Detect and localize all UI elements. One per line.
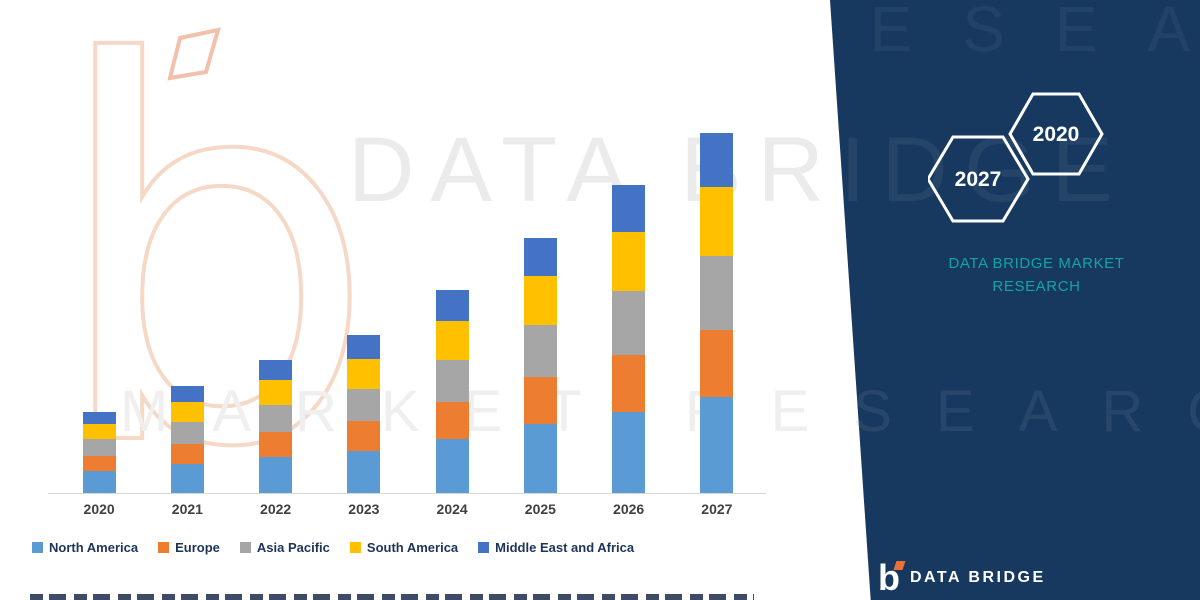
x-axis-line xyxy=(48,493,766,494)
chart-legend: North America Europe Asia Pacific South Ame… xyxy=(32,540,634,555)
bar-segment-asia-pacific xyxy=(259,405,293,432)
hexagon-2027-year: 2027 xyxy=(955,168,1002,191)
bar-segment-north-america xyxy=(82,471,116,493)
x-axis-labels: 2020 2021 2022 2023 2024 2025 2026 2027 xyxy=(55,501,761,517)
bar-segment-asia-pacific xyxy=(612,291,646,355)
bar-column-2027 xyxy=(673,123,761,493)
bar-segment-north-america xyxy=(523,424,557,493)
bar-stack-2026 xyxy=(612,185,646,493)
legend-item-north-america: North America xyxy=(32,540,138,555)
legend-swatch-asia-pacific xyxy=(239,542,251,553)
bar-segment-asia-pacific xyxy=(435,360,469,402)
panel-watermark-top: MARKET RESEARCH xyxy=(830,0,1200,65)
bar-segment-asia-pacific xyxy=(170,422,204,444)
panel-watermark-line2: MARKET RESEARCH xyxy=(830,379,1200,444)
legend-label-middle-east-and-africa: Middle East and Africa xyxy=(495,540,635,555)
bar-segment-middle-east-and-africa xyxy=(523,238,557,276)
bar-segment-north-america xyxy=(435,439,469,493)
legend-label-north-america: North America xyxy=(49,540,139,555)
bar-segment-south-america xyxy=(347,359,381,389)
bar-segment-south-america xyxy=(700,187,734,256)
bar-segment-north-america xyxy=(347,451,381,493)
bar-column-2024 xyxy=(408,123,496,493)
bar-column-2026 xyxy=(585,123,673,493)
bar-column-2023 xyxy=(320,123,408,493)
legend-swatch-middle-east-and-africa xyxy=(478,542,490,553)
bar-segment-asia-pacific xyxy=(700,256,734,330)
bar-column-2025 xyxy=(496,123,584,493)
panel-brand-title-line2: RESEARCH xyxy=(992,278,1081,295)
brand-side-panel: MARKET RESEARCH DATA BRIDGE MARKET RESEA… xyxy=(830,0,1200,600)
bar-stack-2022 xyxy=(259,360,293,493)
cropped-caption-text xyxy=(30,594,754,600)
x-axis-label-2022: 2022 xyxy=(260,501,292,517)
panel-brand-title-line1: DATA BRIDGE MARKET xyxy=(948,255,1125,272)
bar-segment-north-america xyxy=(612,412,646,493)
panel-footer-logo: b DATA BRIDGE xyxy=(878,560,1046,596)
legend-item-middle-east-and-africa: Middle East and Africa xyxy=(478,540,634,555)
x-axis-label-2027: 2027 xyxy=(701,501,733,517)
bar-column-2022 xyxy=(232,123,320,493)
bar-segment-europe xyxy=(347,421,381,451)
bar-segment-asia-pacific xyxy=(82,439,116,456)
legend-item-asia-pacific: Asia Pacific xyxy=(239,540,330,555)
bar-segment-south-america xyxy=(259,380,293,405)
bar-stack-2021 xyxy=(170,386,204,493)
legend-swatch-south-america xyxy=(349,542,361,553)
bar-segment-europe xyxy=(259,432,293,457)
bar-stack-2023 xyxy=(347,335,381,493)
hexagon-2027 xyxy=(928,135,1030,223)
bar-column-2020 xyxy=(55,123,143,493)
bar-segment-middle-east-and-africa xyxy=(170,386,204,402)
bar-stack-2020 xyxy=(82,412,116,493)
bar-segment-europe xyxy=(82,456,116,471)
bar-segment-north-america xyxy=(259,457,293,493)
bar-segment-middle-east-and-africa xyxy=(435,290,469,321)
bar-segment-europe xyxy=(435,402,469,439)
legend-swatch-north-america xyxy=(32,542,43,553)
hexagon-2020 xyxy=(1008,92,1104,176)
stacked-bar-chart xyxy=(55,123,761,493)
bar-stack-2027 xyxy=(700,133,734,493)
bar-segment-middle-east-and-africa xyxy=(259,360,293,380)
legend-label-asia-pacific: Asia Pacific xyxy=(256,540,330,555)
bar-segment-south-america xyxy=(435,321,469,360)
hexagon-2020-year: 2020 xyxy=(1033,123,1080,146)
bar-segment-asia-pacific xyxy=(347,389,381,421)
bar-segment-europe xyxy=(612,355,646,412)
legend-swatch-europe xyxy=(158,542,170,553)
bar-segment-asia-pacific xyxy=(523,325,557,377)
x-axis-label-2026: 2026 xyxy=(613,501,645,517)
legend-label-south-america: South America xyxy=(366,540,459,555)
bar-segment-north-america xyxy=(700,397,734,493)
bar-column-2021 xyxy=(143,123,231,493)
bar-segment-middle-east-and-africa xyxy=(82,412,116,424)
bar-segment-europe xyxy=(170,444,204,464)
bar-segment-middle-east-and-africa xyxy=(612,185,646,232)
x-axis-label-2024: 2024 xyxy=(436,501,468,517)
bar-stack-2024 xyxy=(435,290,469,493)
panel-brand-title: DATA BRIDGE MARKET RESEARCH xyxy=(885,252,1188,298)
bar-segment-europe xyxy=(523,377,557,424)
bar-segment-europe xyxy=(700,330,734,397)
data-bridge-logo-icon: b xyxy=(878,560,906,596)
legend-item-south-america: South America xyxy=(349,540,459,555)
legend-item-europe: Europe xyxy=(158,540,220,555)
bar-segment-north-america xyxy=(170,464,204,493)
x-axis-label-2021: 2021 xyxy=(171,501,203,517)
bar-segment-south-america xyxy=(523,276,557,325)
x-axis-label-2020: 2020 xyxy=(83,501,115,517)
bar-segment-south-america xyxy=(612,232,646,291)
footer-brand-text: DATA BRIDGE xyxy=(910,569,1046,586)
x-axis-label-2025: 2025 xyxy=(524,501,556,517)
bar-segment-south-america xyxy=(82,424,116,439)
legend-label-europe: Europe xyxy=(175,540,220,555)
x-axis-label-2023: 2023 xyxy=(348,501,380,517)
year-hexagons: 2020 2027 xyxy=(928,92,1104,223)
bar-segment-middle-east-and-africa xyxy=(347,335,381,359)
bar-segment-middle-east-and-africa xyxy=(700,133,734,187)
bar-stack-2025 xyxy=(523,238,557,493)
bar-segment-south-america xyxy=(170,402,204,422)
